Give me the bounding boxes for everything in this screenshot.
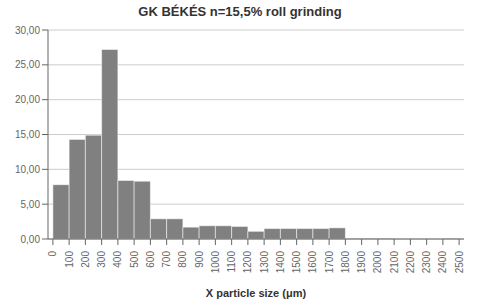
svg-text:X particle size (μm): X particle size (μm) (206, 287, 307, 299)
svg-text:2100: 2100 (389, 251, 400, 274)
svg-text:10,00: 10,00 (15, 164, 40, 175)
svg-text:15,00: 15,00 (15, 129, 40, 140)
svg-text:1500: 1500 (291, 251, 302, 274)
svg-text:0,00: 0,00 (21, 234, 41, 245)
svg-text:1600: 1600 (307, 251, 318, 274)
svg-text:500: 500 (129, 251, 140, 268)
svg-text:1900: 1900 (356, 251, 367, 274)
svg-text:700: 700 (161, 251, 172, 268)
svg-text:900: 900 (194, 251, 205, 268)
html-text:GK BÉKÉS n=15,5% roll grinding: GK BÉKÉS n=15,5% roll grinding (138, 4, 342, 19)
svg-text:2500: 2500 (454, 251, 465, 274)
svg-text:100: 100 (64, 251, 75, 268)
svg-text:2300: 2300 (421, 251, 432, 274)
svg-text:2000: 2000 (372, 251, 383, 274)
svg-text:20,00: 20,00 (15, 94, 40, 105)
svg-text:800: 800 (177, 251, 188, 268)
svg-text:1200: 1200 (242, 251, 253, 274)
svg-text:30,00: 30,00 (15, 25, 40, 36)
svg-text:1300: 1300 (259, 251, 270, 274)
svg-text:2200: 2200 (405, 251, 416, 274)
svg-text:400: 400 (112, 251, 123, 268)
svg-text:2400: 2400 (437, 251, 448, 274)
svg-text:300: 300 (96, 251, 107, 268)
svg-text:25,00: 25,00 (15, 59, 40, 70)
svg-text:1000: 1000 (210, 251, 221, 274)
svg-text:600: 600 (145, 251, 156, 268)
svg-text:5,00: 5,00 (21, 199, 41, 210)
svg-text:1100: 1100 (226, 251, 237, 273)
svg-text:1400: 1400 (275, 251, 286, 274)
svg-text:1800: 1800 (340, 251, 351, 274)
svg-text:1700: 1700 (324, 251, 335, 274)
svg-text:0: 0 (47, 251, 58, 257)
svg-text:200: 200 (80, 251, 91, 268)
